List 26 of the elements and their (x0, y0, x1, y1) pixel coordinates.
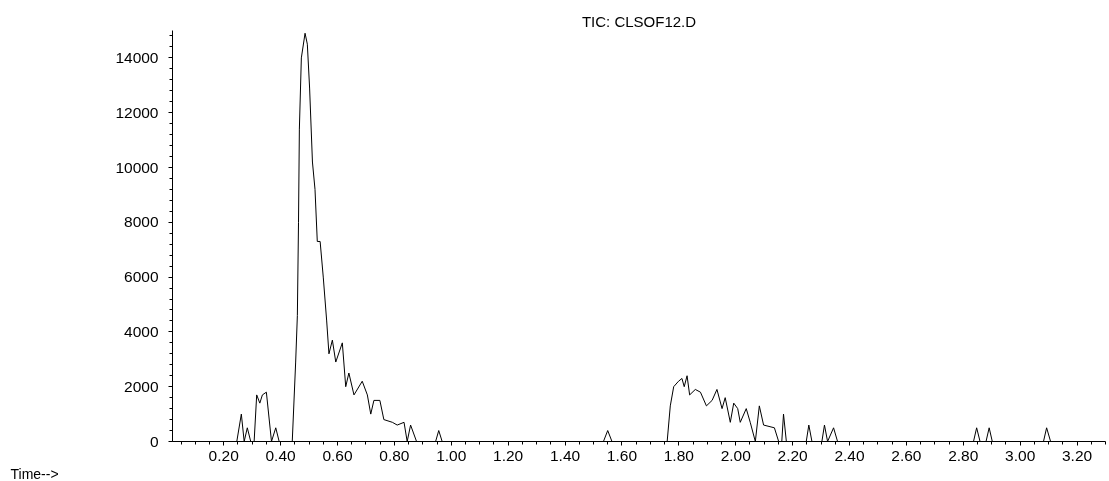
x-tick-label: 0.80 (379, 446, 410, 464)
x-tick-label: 2.00 (720, 446, 752, 464)
x-axis-title: Time--> (10, 465, 59, 481)
y-tick-label: 4000 (124, 322, 159, 340)
x-tick-label: 1.00 (436, 446, 467, 464)
x-tick-label: 2.20 (777, 446, 809, 464)
x-tick-label: 1.80 (663, 446, 695, 464)
x-tick-label: 2.40 (834, 446, 865, 464)
x-tick-label: 2.80 (948, 446, 979, 464)
y-tick-label: 14000 (115, 48, 159, 66)
y-tick-label: 2000 (124, 377, 159, 395)
y-tick-label: 8000 (124, 213, 159, 231)
y-tick-label: 12000 (115, 103, 159, 121)
y-tick-label: 10000 (115, 158, 159, 176)
x-tick-label: 1.40 (549, 446, 581, 464)
x-tick-label: 3.00 (1005, 446, 1036, 464)
x-tick-label: 0.60 (322, 446, 353, 464)
x-tick-label: 1.20 (493, 446, 524, 464)
y-tick-label: 0 (149, 432, 159, 450)
x-tick-label: 0.20 (208, 446, 240, 464)
x-tick-label: 0.40 (265, 446, 297, 464)
x-tick-label: 2.60 (891, 446, 922, 464)
x-tick-label: 3.20 (1061, 446, 1093, 464)
y-tick-label: 6000 (124, 268, 159, 286)
x-tick-label: 1.60 (606, 446, 638, 464)
chart-title: TIC: CLSOF12.D (581, 12, 697, 30)
